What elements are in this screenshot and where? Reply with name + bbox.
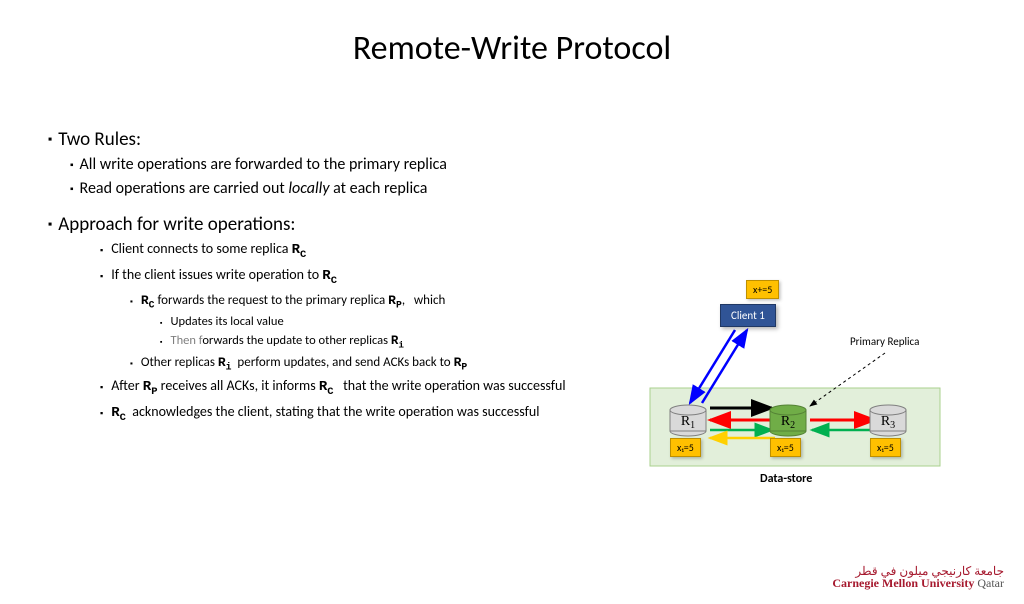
approach-subitem: Other replicas Ri perform updates, and s… [130,355,628,373]
section1-heading: Two Rules: [48,128,628,151]
replica-value-box: x₁=5 [670,438,701,457]
approach-item: After RP receives all ACKs, it informs R… [100,377,628,399]
section2-heading: Approach for write operations: [48,213,628,236]
approach-item: Client connects to some replica RC [100,240,628,262]
approach-item: RC acknowledges the client, stating that… [100,403,628,425]
rule-item: Read operations are carried out locally … [70,179,628,199]
replica-value-box: x₁=5 [770,438,801,457]
approach-subsubitem: Then forwards the update to other replic… [160,333,628,351]
protocol-diagram: R1 R2 R3 x+=5 Client 1 Primary Replica x… [640,278,990,528]
university-logo: جامعة كارنيجي ميلون في قطر Carnegie Mell… [832,565,1004,590]
approach-subsubitem: Updates its local value [160,314,628,329]
datastore-label: Data-store [760,472,812,486]
logo-english: Carnegie Mellon University Qatar [832,577,1004,590]
diagram-svg: R1 R2 R3 [640,278,990,528]
approach-item: If the client issues write operation to … [100,266,628,288]
client-box: Client 1 [720,304,776,327]
primary-replica-label: Primary Replica [850,335,919,348]
replica-value-box: x₁=5 [870,438,901,457]
operation-box: x+=5 [746,280,779,299]
slide-content: Two Rules: All write operations are forw… [48,128,628,429]
approach-subitem: RC forwards the request to the primary r… [130,293,628,311]
slide-title: Remote-Write Protocol [0,28,1024,69]
rule-item: All write operations are forwarded to th… [70,155,628,175]
